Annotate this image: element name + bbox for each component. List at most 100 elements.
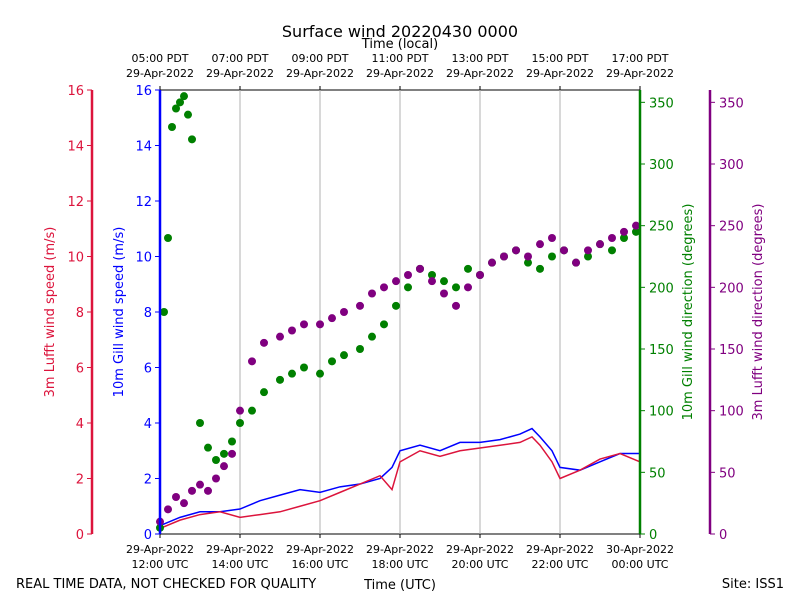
gill-speed-tick-label: 8 xyxy=(144,306,152,321)
lufft-speed-tick-label: 10 xyxy=(67,251,84,266)
gill-dir-tick-label: 0 xyxy=(649,528,657,543)
10m-gill-wind-direction-point xyxy=(548,252,556,261)
lufft-speed-tick-label: 4 xyxy=(76,417,84,432)
gill-speed-tick-label: 4 xyxy=(144,417,152,432)
10m-gill-wind-speed-line xyxy=(159,427,640,527)
x-tick-label-bottom-date: 29-Apr-2022 xyxy=(526,543,594,556)
10m-gill-wind-direction-point xyxy=(632,227,640,236)
10m-gill-wind-direction-point xyxy=(316,369,324,378)
gill-dir-tick-label: 250 xyxy=(649,220,674,235)
x-tick-label-top-date: 29-Apr-2022 xyxy=(366,67,434,80)
x-tick-label-bottom-date: 29-Apr-2022 xyxy=(126,543,194,556)
3m-lufft-wind-direction-point xyxy=(204,486,212,495)
10m-gill-wind-direction-point xyxy=(620,234,628,242)
lufft-speed-tick-label: 6 xyxy=(76,362,84,377)
10m-gill-wind-direction-point xyxy=(608,246,616,255)
lufft-dir-tick-label: 0 xyxy=(719,528,727,543)
gill-speed-tick-label: 14 xyxy=(135,140,152,155)
3m-lufft-wind-direction-point xyxy=(392,277,400,286)
x-tick-label-top-date: 29-Apr-2022 xyxy=(286,67,354,80)
10m-gill-wind-direction-point xyxy=(340,351,348,360)
3m-lufft-wind-direction-point xyxy=(488,258,496,267)
3m-lufft-wind-direction-point xyxy=(172,493,180,501)
10m-gill-wind-direction-point xyxy=(188,135,196,144)
gill-speed-tick-label: 2 xyxy=(144,473,152,488)
3m-lufft-wind-direction-point xyxy=(464,283,472,292)
lufft-speed-tick-label: 12 xyxy=(67,195,84,210)
series-layer xyxy=(156,92,641,532)
3m-lufft-wind-direction-point xyxy=(524,252,532,261)
10m-gill-wind-direction-point xyxy=(160,308,168,316)
site-footer: Site: ISS1 xyxy=(722,577,784,592)
lufft-dir-tick-label: 250 xyxy=(719,220,744,235)
gill-dir-tick-label: 150 xyxy=(649,343,674,358)
3m-lufft-wind-direction-point xyxy=(220,462,228,471)
3m-lufft-wind-direction-point xyxy=(180,499,188,508)
3m-lufft-wind-direction-point xyxy=(608,234,616,242)
lufft-dir-tick-label: 100 xyxy=(719,405,744,420)
3m-lufft-wind-direction-point xyxy=(560,246,568,255)
chart-title: Surface wind 20220430 0000 xyxy=(282,22,518,41)
10m-gill-wind-direction-point xyxy=(176,98,184,107)
10m-gill-wind-direction-point xyxy=(464,264,472,273)
lufft-speed-tick-label: 8 xyxy=(76,306,84,321)
10m-gill-wind-direction-point xyxy=(380,320,388,329)
3m-lufft-wind-direction-point xyxy=(212,474,220,483)
10m-gill-wind-direction-point xyxy=(392,301,400,310)
grid-lines xyxy=(239,90,561,534)
10m-gill-wind-direction-point xyxy=(172,104,180,113)
10m-gill-wind-direction-point xyxy=(300,363,308,372)
3m-lufft-wind-direction-point xyxy=(512,246,520,255)
10m-gill-wind-direction-point xyxy=(428,271,436,279)
10m-gill-wind-direction-point xyxy=(220,449,228,458)
3m-lufft-wind-direction-point xyxy=(584,246,592,255)
10m-gill-wind-direction-point xyxy=(180,92,188,101)
10m-gill-wind-direction-point xyxy=(248,406,256,415)
x-tick-label-top-time: 07:00 PDT xyxy=(211,52,268,65)
lufft-speed-tick-label: 16 xyxy=(67,84,84,99)
10m-gill-wind-direction-point xyxy=(404,283,412,292)
10m-gill-wind-direction-point xyxy=(212,456,220,464)
gill-dir-tick-label: 200 xyxy=(649,281,674,296)
x-tick-label-top-date: 29-Apr-2022 xyxy=(206,67,274,80)
gill-speed-tick-label: 12 xyxy=(135,195,152,210)
lufft-dir-axis-label: 3m Lufft wind direction (degrees) xyxy=(751,204,766,421)
10m-gill-wind-direction-point xyxy=(260,388,268,397)
3m-lufft-wind-direction-point xyxy=(632,221,640,230)
3m-lufft-wind-direction-point xyxy=(164,505,172,514)
x-tick-label-bottom-time: 22:00 UTC xyxy=(531,558,588,571)
3m-lufft-wind-direction-point xyxy=(236,406,244,415)
gill-dir-tick-label: 100 xyxy=(649,405,674,420)
lufft-dir-tick-label: 200 xyxy=(719,281,744,296)
gill-speed-tick-label: 6 xyxy=(144,362,152,377)
gill-dir-tick-label: 300 xyxy=(649,158,674,173)
3m-lufft-wind-direction-point xyxy=(380,283,388,292)
gill-dir-axis-label: 10m Gill wind direction (degrees) xyxy=(681,204,696,421)
3m-lufft-wind-direction-point xyxy=(368,289,376,298)
10m-gill-wind-direction-point xyxy=(288,369,296,378)
3m-lufft-wind-direction-point xyxy=(500,252,508,261)
gill-speed-axis-label: 10m Gill wind speed (m/s) xyxy=(112,227,127,398)
x-tick-label-top-time: 13:00 PDT xyxy=(451,52,508,65)
10m-gill-wind-direction-point xyxy=(228,437,236,446)
lufft-dir-tick-label: 50 xyxy=(719,466,736,481)
gill-speed-tick-label: 0 xyxy=(144,528,152,543)
3m-lufft-wind-direction-point xyxy=(328,314,336,323)
gill-speed-tick-label: 16 xyxy=(135,84,152,99)
3m-lufft-wind-direction-point xyxy=(572,258,580,267)
quality-footer: REAL TIME DATA, NOT CHECKED FOR QUALITY xyxy=(16,577,316,592)
gill-dir-tick-label: 350 xyxy=(649,96,674,111)
10m-gill-wind-direction-point xyxy=(204,443,212,452)
3m-lufft-wind-direction-point xyxy=(596,240,604,249)
3m-lufft-wind-direction-point xyxy=(316,320,324,329)
3m-lufft-wind-direction-point xyxy=(288,326,296,335)
3m-lufft-wind-direction-point xyxy=(620,227,628,236)
x-tick-label-top-time: 15:00 PDT xyxy=(531,52,588,65)
x-tick-label-bottom-time: 14:00 UTC xyxy=(211,558,268,571)
10m-gill-wind-direction-point xyxy=(328,357,336,366)
3m-lufft-wind-direction-point xyxy=(416,264,424,273)
gill-dir-tick-label: 50 xyxy=(649,466,666,481)
3m-lufft-wind-direction-point xyxy=(300,320,308,329)
lufft-dir-tick-label: 300 xyxy=(719,158,744,173)
